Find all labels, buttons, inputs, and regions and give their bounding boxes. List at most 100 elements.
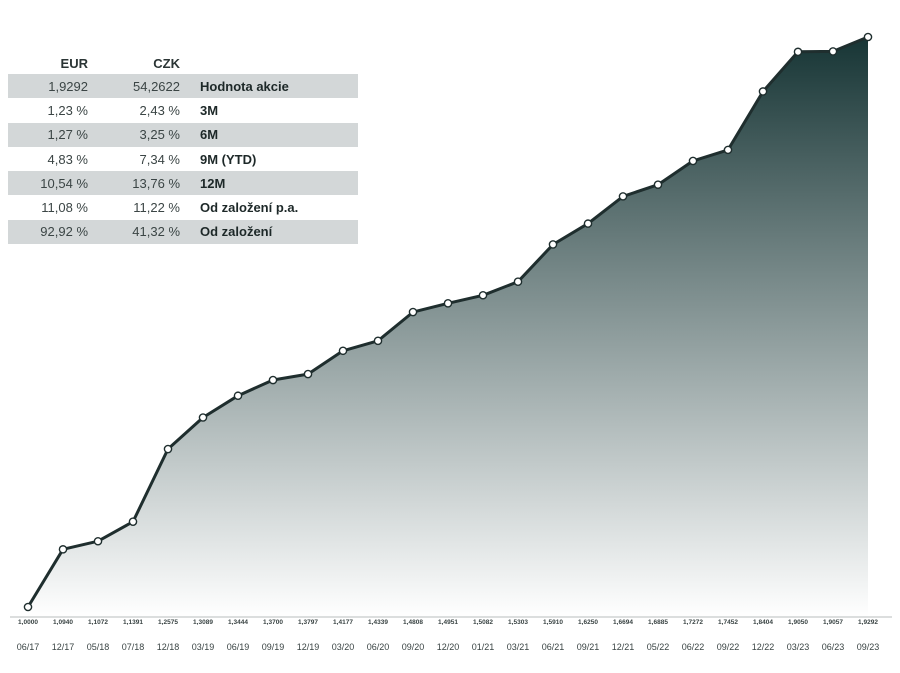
value-label: 1,3089 bbox=[193, 619, 213, 626]
cell-eur: 1,27 % bbox=[47, 127, 88, 143]
table-row: 92,92 % 41,32 % Od založení bbox=[8, 219, 358, 245]
cell-eur: 4,83 % bbox=[47, 151, 88, 167]
data-point bbox=[198, 413, 208, 422]
value-label: 1,3444 bbox=[228, 619, 248, 626]
table-header: EUR CZK bbox=[8, 52, 358, 74]
table-row: 1,27 % 3,25 % 6M bbox=[8, 122, 358, 147]
data-point bbox=[303, 369, 313, 379]
cell-czk: 13,76 % bbox=[132, 175, 180, 191]
data-point bbox=[233, 391, 243, 401]
data-point bbox=[793, 47, 803, 57]
data-point bbox=[618, 192, 628, 201]
x-tick-label: 06/17 bbox=[17, 642, 40, 652]
value-label: 1,8404 bbox=[753, 619, 773, 626]
x-tick-label: 12/21 bbox=[612, 642, 635, 652]
cell-label: 6M bbox=[200, 127, 219, 143]
value-label: 1,4951 bbox=[438, 619, 458, 626]
x-tick-label: 09/19 bbox=[262, 642, 285, 652]
cell-label: 12M bbox=[200, 175, 226, 191]
value-label: 1,4177 bbox=[333, 619, 353, 626]
cell-czk: 11,22 % bbox=[133, 200, 180, 216]
data-points bbox=[23, 32, 873, 612]
value-label: 1,9050 bbox=[788, 619, 808, 626]
x-tick-label: 03/21 bbox=[507, 642, 530, 652]
x-tick-label: 05/22 bbox=[647, 642, 670, 652]
header-czk: CZK bbox=[153, 55, 180, 71]
value-labels: 1,0000 1,0940 1,1072 1,1391 1,2575 1,3089 1,34… bbox=[18, 619, 878, 626]
cell-eur: 10,54 % bbox=[40, 175, 88, 191]
value-label: 1,7272 bbox=[683, 619, 703, 626]
data-point bbox=[653, 180, 663, 189]
data-point bbox=[688, 156, 698, 166]
value-label: 1,7452 bbox=[718, 619, 738, 626]
data-point bbox=[268, 375, 278, 385]
x-tick-label: 01/21 bbox=[472, 642, 495, 652]
x-tick-label: 06/22 bbox=[682, 642, 705, 652]
data-point bbox=[23, 602, 33, 612]
x-tick-label: 12/17 bbox=[52, 642, 75, 652]
x-tick-label: 07/18 bbox=[122, 642, 145, 652]
value-label: 1,4339 bbox=[368, 619, 388, 626]
value-label: 1,5303 bbox=[508, 619, 528, 626]
cell-czk: 41,32 % bbox=[132, 224, 180, 240]
cell-czk: 3,25 % bbox=[139, 127, 180, 143]
data-point bbox=[93, 536, 103, 546]
cell-label: 9M (YTD) bbox=[200, 151, 257, 167]
cell-eur: 1,9292 bbox=[48, 78, 88, 94]
x-tick-label: 06/23 bbox=[822, 642, 845, 652]
value-label: 1,5910 bbox=[543, 619, 563, 626]
x-axis-tick-labels: 06/17 12/17 05/18 07/18 12/18 03/19 06/19 09/19… bbox=[17, 642, 880, 652]
value-label: 1,6250 bbox=[578, 619, 598, 626]
value-label: 1,0000 bbox=[18, 619, 38, 626]
value-label: 1,2575 bbox=[158, 619, 178, 626]
cell-label: Hodnota akcie bbox=[200, 78, 289, 94]
x-tick-label: 09/23 bbox=[857, 642, 880, 652]
x-tick-label: 09/21 bbox=[577, 642, 600, 652]
header-eur: EUR bbox=[60, 55, 88, 71]
x-tick-label: 12/18 bbox=[157, 642, 180, 652]
table-row: 11,08 % 11,22 % Od založení p.a. bbox=[8, 195, 358, 219]
data-point bbox=[583, 219, 593, 228]
table-row: 10,54 % 13,76 % 12M bbox=[8, 171, 358, 196]
cell-czk: 7,34 % bbox=[139, 151, 180, 167]
cell-eur: 11,08 % bbox=[41, 200, 88, 216]
data-point bbox=[338, 346, 348, 356]
cell-eur: 1,23 % bbox=[47, 102, 88, 118]
table-row: 1,23 % 2,43 % 3M bbox=[8, 98, 358, 122]
table-row: 4,83 % 7,34 % 9M (YTD) bbox=[8, 147, 358, 171]
value-label: 1,0940 bbox=[53, 619, 73, 626]
data-point bbox=[478, 290, 488, 300]
value-label: 1,3700 bbox=[263, 619, 283, 626]
data-point bbox=[863, 32, 873, 42]
x-tick-label: 06/21 bbox=[542, 642, 565, 652]
table-row: 1,9292 54,2622 Hodnota akcie bbox=[8, 74, 358, 99]
value-label: 1,1391 bbox=[123, 619, 143, 626]
x-tick-label: 12/22 bbox=[752, 642, 775, 652]
cell-label: Od založení bbox=[200, 224, 273, 240]
performance-table: EUR CZK 1,9292 54,2622 Hodnota akcie 1,2… bbox=[8, 52, 358, 245]
x-tick-label: 09/20 bbox=[402, 642, 425, 652]
data-point bbox=[408, 307, 418, 317]
data-point bbox=[723, 145, 733, 155]
x-tick-label: 06/20 bbox=[367, 642, 390, 652]
x-tick-label: 09/22 bbox=[717, 642, 740, 652]
value-label: 1,9057 bbox=[823, 619, 843, 626]
x-tick-label: 03/19 bbox=[192, 642, 215, 652]
data-point bbox=[548, 240, 558, 249]
value-label: 1,4808 bbox=[403, 619, 423, 626]
cell-label: Od založení p.a. bbox=[200, 200, 299, 216]
x-tick-label: 06/19 bbox=[227, 642, 250, 652]
data-point bbox=[373, 336, 383, 346]
data-point bbox=[128, 517, 138, 526]
cell-eur: 92,92 % bbox=[40, 224, 88, 240]
value-label: 1,5082 bbox=[473, 619, 493, 626]
cell-label: 3M bbox=[200, 102, 219, 118]
x-tick-label: 03/23 bbox=[787, 642, 810, 652]
cell-czk: 54,2622 bbox=[133, 78, 180, 94]
value-label: 1,6885 bbox=[648, 619, 668, 626]
value-label: 1,1072 bbox=[88, 619, 108, 626]
cell-czk: 2,43 % bbox=[139, 102, 180, 118]
data-point bbox=[758, 87, 768, 96]
value-label: 1,6694 bbox=[613, 619, 633, 626]
